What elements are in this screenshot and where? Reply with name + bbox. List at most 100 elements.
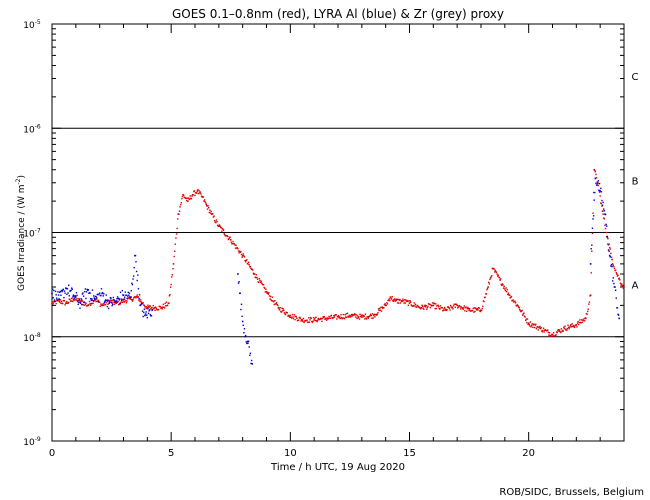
data-point: [413, 302, 415, 304]
data-point: [535, 323, 537, 325]
data-point: [126, 297, 128, 300]
data-point: [499, 278, 502, 280]
data-point: [110, 300, 113, 302]
series-layer: [51, 168, 625, 365]
data-point: [253, 273, 255, 276]
data-point: [259, 281, 262, 284]
data-point: [128, 292, 131, 294]
data-point: [81, 299, 83, 301]
data-point: [362, 314, 365, 317]
data-point: [95, 298, 98, 300]
data-point: [213, 215, 215, 217]
data-point: [533, 323, 535, 325]
data-point: [424, 304, 426, 306]
data-point: [57, 291, 59, 293]
data-point: [430, 304, 432, 306]
data-point: [102, 295, 104, 297]
data-point: [67, 292, 69, 294]
data-point: [485, 293, 488, 295]
data-point: [222, 229, 225, 231]
data-point: [297, 319, 300, 321]
y-tick-base: 10: [23, 125, 35, 135]
data-point: [420, 308, 422, 310]
data-point: [62, 289, 64, 291]
data-point: [74, 295, 76, 297]
data-point: [171, 274, 174, 276]
data-point: [255, 274, 258, 276]
data-point: [57, 294, 60, 296]
data-point: [86, 288, 88, 291]
data-point: [289, 314, 292, 317]
data-point: [532, 324, 535, 326]
data-point: [86, 304, 88, 307]
data-point: [383, 304, 386, 306]
data-point: [606, 236, 609, 239]
data-point: [414, 305, 416, 307]
data-point: [222, 228, 224, 230]
data-point: [319, 318, 321, 320]
data-point: [141, 310, 144, 312]
data-point: [398, 302, 400, 304]
data-point: [107, 307, 110, 310]
data-point: [346, 316, 348, 319]
data-point: [418, 306, 421, 309]
data-point: [79, 302, 82, 304]
data-point: [555, 334, 557, 336]
data-point: [548, 334, 550, 336]
data-point: [449, 309, 451, 311]
data-point: [72, 296, 74, 298]
data-point: [516, 304, 519, 306]
data-point: [479, 310, 482, 313]
data-point: [397, 298, 399, 301]
data-point: [345, 313, 348, 315]
data-point: [85, 302, 87, 304]
data-point: [448, 306, 450, 309]
data-point: [149, 305, 152, 307]
data-point: [446, 309, 448, 311]
data-point: [437, 306, 440, 308]
data-point: [144, 306, 147, 308]
data-point: [238, 280, 240, 283]
data-point: [228, 237, 231, 239]
data-point: [138, 299, 140, 302]
data-point: [351, 315, 353, 317]
data-point: [350, 315, 352, 317]
data-point: [219, 225, 221, 227]
data-point: [244, 336, 246, 338]
data-point: [364, 318, 366, 320]
data-point: [444, 309, 447, 311]
data-point: [108, 302, 110, 304]
data-point: [307, 321, 309, 323]
data-point: [73, 295, 75, 298]
data-point: [134, 296, 137, 298]
data-point: [599, 190, 601, 192]
data-point: [580, 319, 583, 321]
y-axis-label-sup: -2: [15, 178, 22, 184]
data-point: [529, 321, 532, 323]
data-point: [78, 301, 80, 304]
data-point: [189, 195, 191, 197]
data-point: [500, 283, 502, 286]
data-point: [236, 247, 239, 249]
data-point: [84, 290, 86, 293]
data-point: [595, 173, 597, 176]
data-point: [333, 316, 336, 318]
data-point: [560, 328, 563, 330]
data-point: [102, 303, 104, 305]
data-point: [67, 302, 69, 304]
data-point: [243, 328, 246, 330]
data-point: [607, 243, 609, 245]
data-point: [610, 263, 613, 266]
data-point: [468, 307, 471, 310]
data-point: [244, 334, 247, 337]
data-point: [383, 307, 385, 309]
data-point: [72, 298, 75, 300]
data-point: [122, 298, 124, 301]
data-point: [136, 279, 138, 282]
data-point: [252, 269, 254, 271]
data-point: [94, 299, 97, 301]
data-point: [522, 313, 525, 315]
data-point: [271, 296, 274, 298]
data-point: [262, 284, 265, 286]
data-point: [472, 307, 474, 310]
